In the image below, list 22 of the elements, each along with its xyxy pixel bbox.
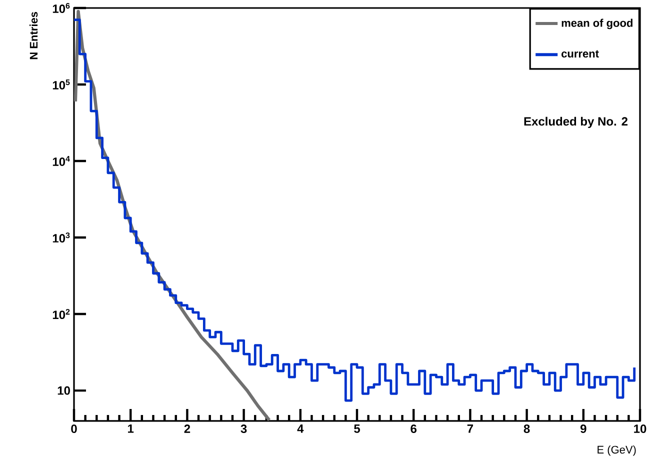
y-tick-label: 10: [58, 386, 70, 395]
y-tick-label: 10$^{3}$: [52, 232, 70, 243]
y-axis-title: N Entries: [30, 12, 38, 60]
legend-label: current: [562, 50, 599, 58]
x-tick-label: 2: [184, 424, 190, 433]
y-tick-label: 10$^{2}$: [52, 309, 70, 320]
y-tick-label: 10$^{4}$: [52, 156, 70, 166]
x-tick-label: 5: [354, 424, 360, 433]
x-tick-label: 4: [297, 424, 304, 433]
x-tick-label: 3: [240, 424, 247, 434]
x-tick-label: 7: [467, 424, 474, 433]
x-tick-label: 10: [634, 424, 646, 434]
x-tick-label: 8: [524, 424, 530, 434]
legend-label: mean of good: [562, 18, 632, 30]
x-tick-label: 9: [580, 424, 586, 434]
x-axis-title: E (GeV): [598, 446, 636, 456]
x-tick-label: 6: [410, 424, 417, 434]
y-tick-label: 10$^{5}$: [52, 80, 70, 90]
x-tick-label: 0: [71, 424, 77, 434]
y-tick-label: 10$^{6}$: [52, 2, 70, 14]
annotation: Excluded by No. 2: [524, 116, 628, 128]
x-tick-label: 1: [128, 424, 134, 433]
